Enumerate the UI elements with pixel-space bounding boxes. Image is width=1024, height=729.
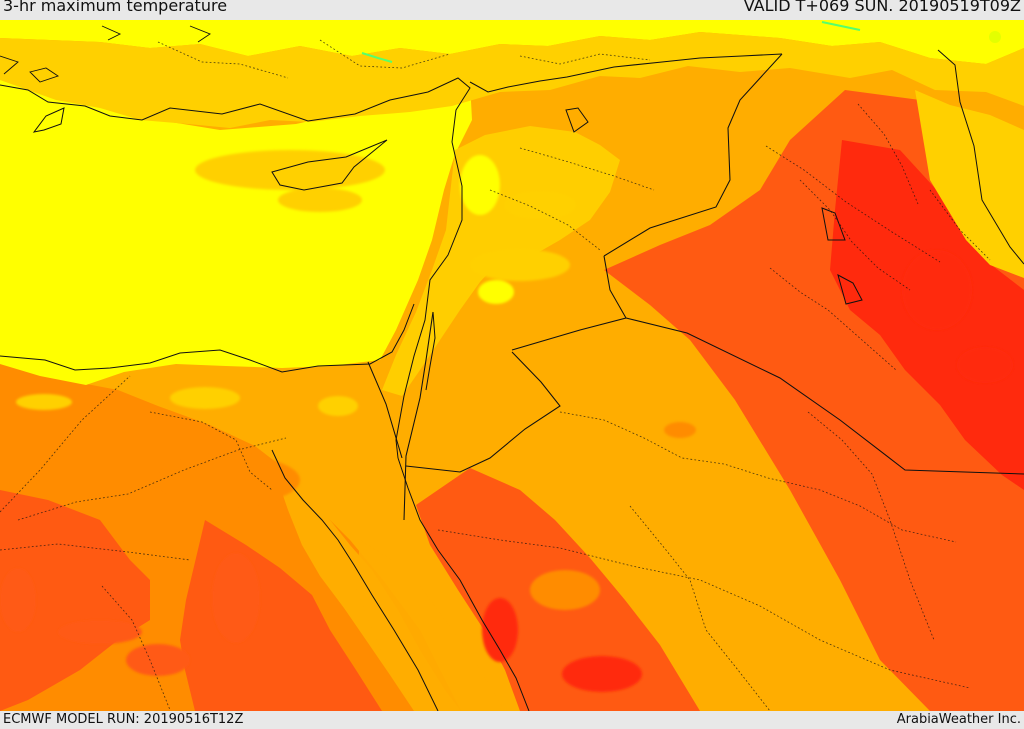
administrative-dotted-boundaries [0, 39, 991, 711]
dead-sea-jordan-river [425, 311, 436, 391]
temperature-map[interactable] [0, 20, 1024, 711]
map-footer: ECMWF MODEL RUN: 20190516T12Z ArabiaWeat… [0, 711, 1024, 729]
north-yellow-orange-band [0, 32, 1024, 128]
islands-north-aegean [0, 25, 211, 83]
country-borders [367, 53, 1024, 521]
egypt-mediterranean-coastline [0, 303, 415, 373]
cooler-mottled-patches [16, 150, 696, 610]
thartar-lake-outline [821, 207, 846, 241]
red-sea-east-coastline [397, 457, 530, 711]
rhodes-island-outline [32, 107, 65, 133]
egypt-israel-border [367, 361, 403, 459]
syria-turkey-border [469, 53, 783, 93]
syria-iraq-border [603, 53, 783, 257]
valid-time-label: VALID T+069 SUN. 20190519T09Z [743, 0, 1021, 15]
saudi-jordan-south-border [405, 351, 561, 473]
red-sea-west-coastline [271, 449, 439, 711]
map-header: 3-hr maximum temperature VALID T+069 SUN… [0, 0, 1024, 18]
model-run-label: ECMWF MODEL RUN: 20190516T12Z [3, 712, 244, 727]
saudi-iraq-border [625, 317, 1024, 475]
jordan-israel-border [403, 311, 434, 521]
coastline-features [0, 49, 1024, 711]
gulf-coastline [937, 49, 1024, 265]
habbaniyah-lake-outline [837, 274, 863, 305]
red-orange-egypt-field [0, 490, 382, 711]
water-highlights [361, 21, 1001, 63]
publisher-credit: ArabiaWeather Inc. [896, 712, 1021, 727]
red-sea-water-yellow-orange-field [356, 540, 505, 711]
assad-lake-outline [565, 107, 589, 133]
temperature-map-svg [0, 20, 1024, 711]
levant-coastline [395, 141, 463, 459]
gulf-yellow-orange-field [915, 90, 1024, 278]
map-title: 3-hr maximum temperature [3, 0, 228, 15]
cyprus-outline [271, 139, 388, 191]
hot-mottled-patches [0, 250, 1013, 692]
anatolia-coastline [0, 77, 471, 143]
north-yellow-field [0, 20, 1024, 64]
